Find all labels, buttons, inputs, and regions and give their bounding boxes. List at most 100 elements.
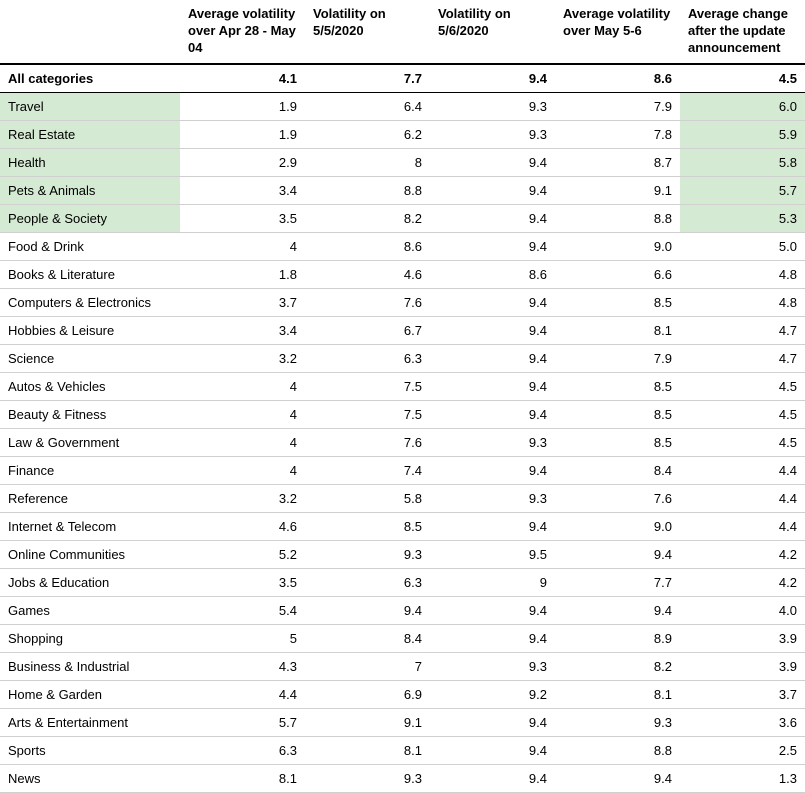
row-value: 7.9	[555, 92, 680, 120]
table-row: Hobbies & Leisure3.46.79.48.14.7	[0, 316, 805, 344]
table-row: Sports6.38.19.48.82.5	[0, 736, 805, 764]
row-label: Hobbies & Leisure	[0, 316, 180, 344]
row-value: 4	[180, 400, 305, 428]
row-value: 9.4	[430, 736, 555, 764]
row-value: 6.3	[305, 344, 430, 372]
row-label: Science	[0, 344, 180, 372]
summary-value: 8.6	[555, 64, 680, 93]
table-row: Arts & Entertainment5.79.19.49.33.6	[0, 708, 805, 736]
row-value: 3.7	[680, 680, 805, 708]
row-value: 7.5	[305, 400, 430, 428]
row-value: 4.7	[680, 316, 805, 344]
row-value: 4	[180, 456, 305, 484]
row-value: 9.4	[430, 204, 555, 232]
table-row: Online Communities5.29.39.59.44.2	[0, 540, 805, 568]
row-value: 9.3	[430, 484, 555, 512]
row-label: Real Estate	[0, 120, 180, 148]
row-value: 3.2	[180, 344, 305, 372]
row-value: 4.4	[680, 512, 805, 540]
row-value: 8.6	[305, 232, 430, 260]
row-label: Online Communities	[0, 540, 180, 568]
row-label: Games	[0, 596, 180, 624]
row-value: 8.8	[305, 176, 430, 204]
row-value: 4	[180, 428, 305, 456]
row-value: 8.2	[555, 652, 680, 680]
row-value: 6.6	[555, 260, 680, 288]
row-value: 7.6	[305, 288, 430, 316]
row-value: 9.3	[430, 92, 555, 120]
row-value: 9.4	[430, 288, 555, 316]
row-value: 9.3	[430, 428, 555, 456]
row-value: 4.5	[680, 400, 805, 428]
row-value: 9.5	[430, 540, 555, 568]
row-label: Autos & Vehicles	[0, 372, 180, 400]
table-row: Pets & Animals3.48.89.49.15.7	[0, 176, 805, 204]
row-value: 4.4	[680, 484, 805, 512]
row-value: 5.9	[680, 120, 805, 148]
row-value: 8.1	[180, 764, 305, 792]
row-value: 9.3	[555, 708, 680, 736]
row-value: 9.3	[305, 764, 430, 792]
row-value: 9.0	[555, 232, 680, 260]
row-value: 1.8	[180, 260, 305, 288]
row-label: Home & Garden	[0, 680, 180, 708]
table-row: Books & Literature1.84.68.66.64.8	[0, 260, 805, 288]
row-value: 5.4	[180, 596, 305, 624]
row-value: 9.3	[305, 540, 430, 568]
row-value: 3.9	[680, 652, 805, 680]
row-value: 7.6	[305, 428, 430, 456]
row-label: Books & Literature	[0, 260, 180, 288]
row-value: 7.9	[555, 344, 680, 372]
row-value: 6.4	[305, 92, 430, 120]
col-header-category	[0, 0, 180, 64]
summary-value: 7.7	[305, 64, 430, 93]
row-value: 4	[180, 232, 305, 260]
row-value: 4.0	[680, 596, 805, 624]
row-value: 8.2	[305, 204, 430, 232]
table-row: People & Society3.58.29.48.85.3	[0, 204, 805, 232]
row-label: Internet & Telecom	[0, 512, 180, 540]
table-row: Science3.26.39.47.94.7	[0, 344, 805, 372]
table-row: Computers & Electronics3.77.69.48.54.8	[0, 288, 805, 316]
table-row: Games5.49.49.49.44.0	[0, 596, 805, 624]
row-value: 9.4	[555, 540, 680, 568]
summary-value: 9.4	[430, 64, 555, 93]
row-value: 7	[305, 652, 430, 680]
table-header-row: Average volatility over Apr 28 - May 04 …	[0, 0, 805, 64]
row-label: Law & Government	[0, 428, 180, 456]
row-label: Travel	[0, 92, 180, 120]
row-value: 8.1	[555, 316, 680, 344]
row-value: 4.8	[680, 288, 805, 316]
table-row: Business & Industrial4.379.38.23.9	[0, 652, 805, 680]
summary-label: All categories	[0, 64, 180, 93]
row-value: 8.9	[555, 624, 680, 652]
table-row: Beauty & Fitness47.59.48.54.5	[0, 400, 805, 428]
row-value: 3.7	[180, 288, 305, 316]
row-value: 9.4	[430, 372, 555, 400]
table-row: Finance47.49.48.44.4	[0, 456, 805, 484]
row-value: 6.7	[305, 316, 430, 344]
row-value: 9.4	[430, 344, 555, 372]
table-row: Autos & Vehicles47.59.48.54.5	[0, 372, 805, 400]
col-header-vol-0506: Volatility on 5/6/2020	[430, 0, 555, 64]
row-value: 8.5	[555, 288, 680, 316]
row-value: 9.4	[430, 512, 555, 540]
row-value: 9	[430, 568, 555, 596]
table-row: News8.19.39.49.41.3	[0, 764, 805, 792]
row-value: 7.6	[555, 484, 680, 512]
row-value: 1.9	[180, 120, 305, 148]
row-label: Shopping	[0, 624, 180, 652]
row-value: 8.1	[555, 680, 680, 708]
row-value: 9.1	[305, 708, 430, 736]
row-value: 9.3	[430, 120, 555, 148]
row-value: 4.6	[305, 260, 430, 288]
row-value: 9.4	[430, 176, 555, 204]
row-label: Food & Drink	[0, 232, 180, 260]
summary-value: 4.5	[680, 64, 805, 93]
table-row: Real Estate1.96.29.37.85.9	[0, 120, 805, 148]
row-value: 8.1	[305, 736, 430, 764]
row-label: People & Society	[0, 204, 180, 232]
row-value: 5.0	[680, 232, 805, 260]
volatility-table: Average volatility over Apr 28 - May 04 …	[0, 0, 805, 793]
row-value: 9.4	[555, 764, 680, 792]
